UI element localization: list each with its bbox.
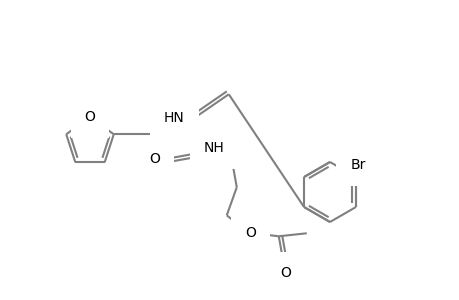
Text: O: O (149, 152, 160, 166)
Text: O: O (245, 226, 256, 240)
Text: O: O (146, 168, 157, 182)
Text: HN: HN (163, 111, 184, 125)
Text: O: O (84, 110, 95, 124)
Text: NH: NH (203, 141, 224, 155)
Text: O: O (280, 266, 291, 280)
Text: Br: Br (350, 158, 365, 172)
